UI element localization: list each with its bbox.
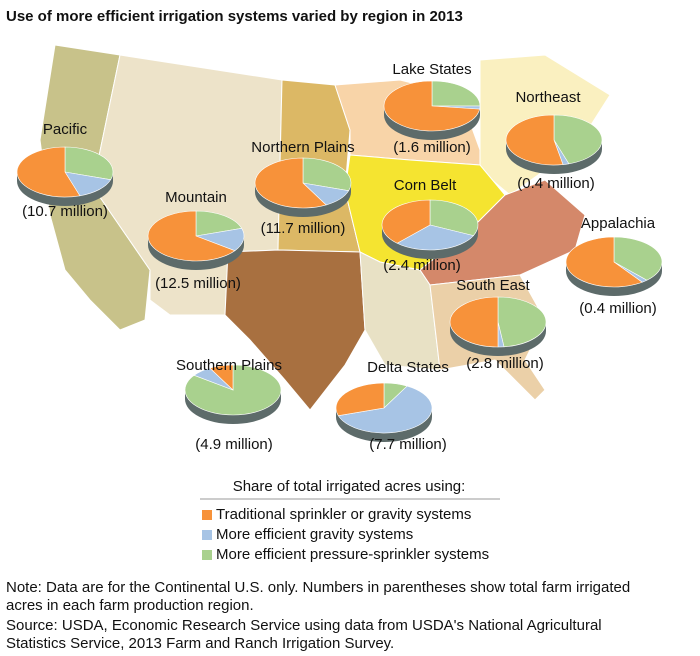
region-acres: (0.4 million)	[579, 300, 657, 317]
region-label: Appalachia	[581, 215, 656, 232]
pie: Delta States (7.7 million)	[335, 359, 449, 453]
pie-slice	[381, 199, 431, 244]
pie-slice	[553, 114, 603, 165]
pie: Lake States (1.6 million)	[383, 61, 481, 156]
region-acres: (2.4 million)	[383, 257, 461, 274]
pie-slice	[209, 364, 234, 391]
region-acres: (7.7 million)	[369, 436, 447, 453]
pie-slice	[254, 157, 327, 209]
region-label: Northern Plains	[251, 139, 354, 156]
pie-slice	[497, 296, 547, 348]
pie-slice	[64, 146, 114, 181]
legend-title: Share of total irrigated acres using:	[233, 478, 466, 495]
pie: Pacific (10.7 million)	[16, 121, 114, 220]
pie-slice	[505, 114, 564, 166]
pie-slice	[147, 210, 236, 262]
region-label: Corn Belt	[394, 177, 457, 194]
legend: Traditional sprinkler or gravity systems…	[202, 506, 489, 563]
pie-side	[255, 183, 351, 217]
pie-side	[506, 140, 602, 174]
region-label: Northeast	[515, 89, 581, 106]
pie-side	[450, 322, 546, 356]
pie: Northern Plains (11.7 million)	[251, 139, 354, 237]
pie-slice	[613, 236, 663, 281]
pies: Pacific (10.7 million) Mountain (12.5 milli…	[16, 61, 663, 453]
region-acres: (10.7 million)	[22, 203, 108, 220]
pie-slice	[337, 385, 433, 434]
region-label: Pacific	[43, 121, 88, 138]
note: Source: USDA, Economic Research Service …	[6, 617, 602, 634]
pie: Northeast (0.4 million)	[505, 89, 603, 192]
pie-slice	[429, 199, 479, 236]
note: Note: Data are for the Continental U.S. …	[6, 579, 630, 596]
pie: Southern Plains (4.9 million)	[176, 357, 282, 453]
pie-side	[185, 390, 281, 424]
legend-swatch	[202, 550, 212, 560]
pie-slice	[383, 80, 480, 132]
legend-swatch	[202, 530, 212, 540]
legend-label: Traditional sprinkler or gravity systems	[216, 506, 471, 523]
pie-side	[148, 236, 244, 270]
pie-side	[17, 172, 113, 206]
pie-side	[566, 262, 662, 296]
region-acres: (0.4 million)	[517, 175, 595, 192]
pie: South East (2.8 million)	[449, 277, 547, 372]
pie-slice	[396, 224, 474, 251]
pie: Appalachia (0.4 million)	[565, 215, 663, 317]
pie: Mountain (12.5 million)	[147, 189, 245, 292]
pie-slice	[565, 236, 643, 288]
region-acres: (1.6 million)	[393, 139, 471, 156]
region-acres: (11.7 million)	[261, 220, 346, 237]
region-label: Southern Plains	[176, 357, 282, 374]
region-label: Delta States	[367, 359, 449, 376]
region-acres: (4.9 million)	[195, 436, 273, 453]
pie-slice	[431, 80, 481, 107]
title: Use of more efficient irrigation systems…	[6, 8, 463, 25]
pie-slice	[16, 146, 81, 198]
pie-slice	[302, 157, 352, 192]
pie-slice	[449, 296, 499, 348]
region-acres: (12.5 million)	[155, 275, 241, 292]
region-acres: (2.8 million)	[466, 355, 544, 372]
region-label: South East	[456, 277, 530, 294]
pie-side	[384, 106, 480, 140]
region-label: Lake States	[392, 61, 471, 78]
legend-label: More efficient gravity systems	[216, 526, 413, 543]
pie-side	[382, 225, 478, 259]
note: acres in each farm production region.	[6, 597, 254, 614]
pie-side	[336, 408, 432, 442]
legend-swatch	[202, 510, 212, 520]
pie-slice	[335, 382, 385, 417]
note: Statistics Service, 2013 Farm and Ranch …	[6, 635, 394, 652]
legend-label: More efficient pressure-sprinkler system…	[216, 546, 489, 563]
pie: Corn Belt (2.4 million)	[381, 177, 479, 274]
region-label: Mountain	[165, 189, 227, 206]
pie-slice	[195, 210, 243, 237]
